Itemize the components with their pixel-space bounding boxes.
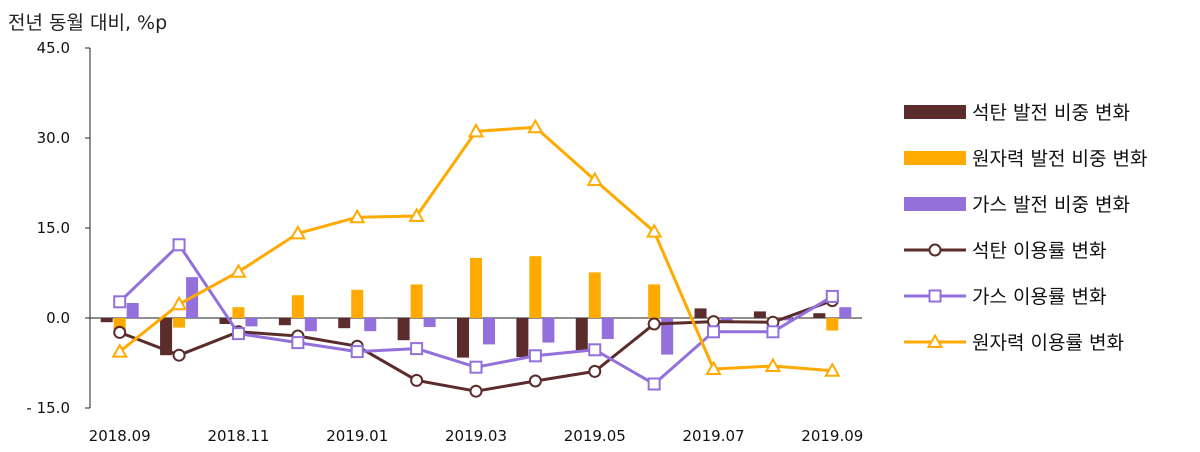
y-tick-label: 30.0 <box>37 129 70 147</box>
bar <box>160 318 173 356</box>
bar <box>516 318 529 357</box>
bar <box>483 318 495 345</box>
legend-label: 원자력 발전 비중 변화 <box>972 148 1147 170</box>
bar <box>232 307 245 318</box>
bar <box>648 284 661 318</box>
bar <box>364 318 377 332</box>
data-point <box>705 360 722 375</box>
legend-label: 가스 발전 비중 변화 <box>972 194 1130 216</box>
data-point <box>113 295 127 309</box>
y-tick-label: 15.0 <box>37 219 70 237</box>
y-tick-label: 45.0 <box>37 39 70 57</box>
bar <box>457 318 469 358</box>
data-point <box>647 377 661 391</box>
data-point <box>408 207 425 222</box>
bar <box>219 318 232 324</box>
bar <box>588 272 601 318</box>
bar <box>470 258 482 318</box>
y-tick-label: - 15.0 <box>26 399 70 417</box>
legend-swatch <box>904 197 966 211</box>
bar <box>423 318 436 327</box>
y-axis-unit-label: 전년 동월 대비, %p <box>8 12 168 34</box>
data-point <box>707 325 721 339</box>
legend-marker <box>928 243 942 257</box>
bar <box>397 318 410 341</box>
bar <box>351 289 364 318</box>
data-point <box>824 362 841 377</box>
legend-label: 석탄 이용률 변화 <box>972 240 1106 262</box>
bar <box>694 308 707 318</box>
data-point <box>645 223 663 238</box>
x-tick-label: 2019.01 <box>326 427 388 445</box>
y-tick-label: 0.0 <box>46 309 70 327</box>
bar <box>575 318 588 351</box>
bar <box>304 318 317 332</box>
legend-marker <box>926 333 944 348</box>
data-point <box>172 238 186 252</box>
data-point <box>825 289 839 303</box>
data-point <box>528 349 542 363</box>
bar <box>720 318 733 323</box>
x-tick-label: 2018.09 <box>89 427 151 445</box>
bar <box>173 318 186 328</box>
bar-series-group <box>100 256 852 358</box>
bar <box>826 318 839 331</box>
bar <box>839 307 852 318</box>
data-point <box>410 342 424 356</box>
data-point <box>410 373 424 387</box>
data-point <box>170 295 188 311</box>
bar <box>753 311 766 318</box>
bar <box>779 318 792 321</box>
bar <box>661 318 674 355</box>
data-point <box>172 348 186 362</box>
bar <box>410 284 423 318</box>
bar <box>245 318 258 327</box>
data-point <box>289 224 307 240</box>
bar <box>278 318 291 326</box>
data-point <box>766 325 780 339</box>
bar <box>542 318 555 343</box>
data-point <box>469 360 483 374</box>
data-point <box>588 364 602 378</box>
data-point <box>528 374 542 388</box>
bar <box>635 317 648 318</box>
x-tick-label: 2019.07 <box>683 427 745 445</box>
x-tick-label: 2019.09 <box>801 427 863 445</box>
series-line <box>118 125 833 373</box>
data-point <box>230 263 247 278</box>
bar <box>813 313 826 318</box>
data-point <box>467 122 485 138</box>
bar <box>100 318 113 323</box>
data-point <box>350 345 364 359</box>
data-point <box>764 357 782 372</box>
data-point <box>111 343 128 358</box>
x-tick-label: 2019.05 <box>564 427 626 445</box>
data-point <box>349 208 366 224</box>
legend-label: 원자력 이용률 변화 <box>972 332 1124 354</box>
bar <box>601 318 614 339</box>
x-tick-label: 2018.11 <box>207 427 269 445</box>
data-point <box>588 343 602 357</box>
data-point <box>586 171 603 186</box>
legend-marker <box>928 289 942 303</box>
legend-swatch <box>904 105 966 119</box>
bar <box>338 318 351 329</box>
x-tick-label: 2019.03 <box>445 427 507 445</box>
legend-label: 석탄 발전 비중 변화 <box>972 102 1130 124</box>
bar <box>126 303 139 318</box>
bar <box>529 256 542 318</box>
data-point <box>113 325 127 339</box>
legend-label: 가스 이용률 변화 <box>972 286 1106 308</box>
data-point <box>647 317 661 331</box>
line-series-group <box>111 118 841 398</box>
data-point <box>231 327 245 341</box>
data-point <box>527 118 544 134</box>
legend-swatch <box>904 151 966 165</box>
bar <box>291 295 304 318</box>
data-point <box>469 384 483 398</box>
data-point <box>291 336 305 350</box>
